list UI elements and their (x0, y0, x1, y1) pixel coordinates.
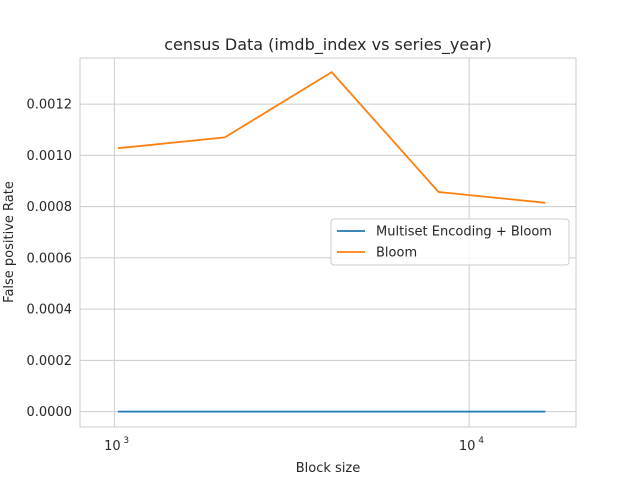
x-axis-ticks: 10 3 10 4 (104, 436, 484, 454)
y-tick-label: 0.0012 (27, 98, 73, 113)
x-tick-exponent: 4 (478, 436, 484, 446)
y-tick-label: 0.0000 (27, 405, 73, 420)
series-lines (117, 71, 546, 413)
y-axis-ticks: 0.0000 0.0002 0.0004 0.0006 0.0008 0.0010 0.00… (27, 98, 73, 421)
y-tick-label: 0.0004 (27, 303, 73, 318)
y-tick-label: 0.0008 (27, 200, 73, 215)
legend-box (330, 218, 570, 266)
legend: Multiset Encoding + Bloom Bloom (330, 218, 570, 266)
y-axis-label: False positive Rate (2, 181, 17, 303)
x-tick-label: 10 (459, 439, 476, 454)
legend-label: Bloom (376, 246, 417, 261)
series-line-bloom (117, 71, 546, 204)
x-axis-label: Block size (296, 461, 361, 476)
chart-title: census Data (imdb_index vs series_year) (164, 35, 492, 55)
y-tick-label: 0.0006 (27, 251, 73, 266)
y-tick-label: 0.0010 (27, 149, 73, 164)
y-tick-label: 0.0002 (27, 354, 73, 369)
x-tick-label: 10 (104, 439, 121, 454)
x-tick-exponent: 3 (123, 436, 129, 446)
legend-label: Multiset Encoding + Bloom (376, 225, 552, 240)
